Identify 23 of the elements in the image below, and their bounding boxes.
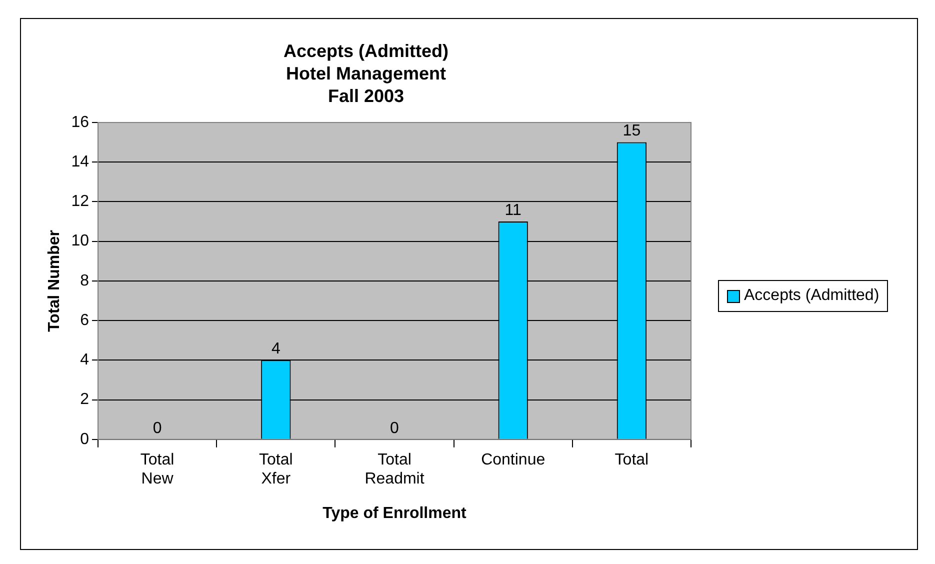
data-label: 0	[390, 420, 400, 437]
x-axis-title: Type of Enrollment	[322, 504, 468, 522]
y-tick-label: 10	[71, 232, 90, 250]
y-tick-label: 4	[80, 352, 90, 369]
y-tick-label: 2	[80, 391, 90, 408]
data-label: 0	[152, 420, 162, 437]
data-label: 4	[271, 340, 280, 358]
x-tick-label: Total Readmit	[364, 451, 425, 488]
chart-title: Accepts (Admitted) Hotel Management Fall 2003	[283, 41, 449, 106]
x-tick-label: Total	[614, 451, 649, 468]
y-tick-label: 6	[80, 312, 90, 329]
x-tick-label: Total Xfer	[259, 451, 293, 488]
data-label: 11	[504, 202, 522, 219]
y-tick-label: 0	[80, 430, 90, 448]
y-tick-label: 16	[71, 114, 90, 131]
y-tick-label: 8	[80, 272, 90, 290]
x-tick-label: Continue	[481, 451, 546, 468]
data-label: 15	[622, 122, 641, 140]
legend-label: Accepts (Admitted)	[744, 287, 880, 305]
x-tick-label: Total New	[140, 451, 174, 488]
y-axis-title: Total Number	[46, 230, 64, 332]
y-tick-label: 14	[71, 154, 90, 171]
y-tick-label: 12	[71, 193, 90, 210]
